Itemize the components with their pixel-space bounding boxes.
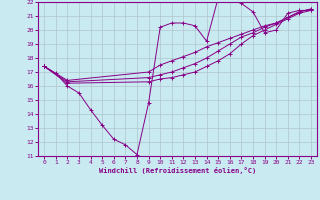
X-axis label: Windchill (Refroidissement éolien,°C): Windchill (Refroidissement éolien,°C) <box>99 167 256 174</box>
